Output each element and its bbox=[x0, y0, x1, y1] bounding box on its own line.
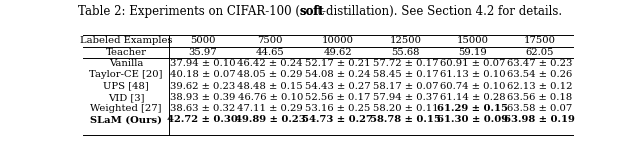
Text: 63.54 ± 0.26: 63.54 ± 0.26 bbox=[508, 70, 572, 79]
Text: 46.42 ± 0.24: 46.42 ± 0.24 bbox=[237, 59, 303, 68]
Text: 63.58 ± 0.07: 63.58 ± 0.07 bbox=[508, 104, 572, 113]
Text: 5000: 5000 bbox=[190, 36, 216, 45]
Text: 39.62 ± 0.23: 39.62 ± 0.23 bbox=[170, 82, 236, 91]
Text: 12500: 12500 bbox=[389, 36, 421, 45]
Text: 35.97: 35.97 bbox=[188, 48, 217, 57]
Text: Teacher: Teacher bbox=[106, 48, 147, 57]
Text: 61.14 ± 0.28: 61.14 ± 0.28 bbox=[440, 93, 506, 102]
Text: 58.45 ± 0.17: 58.45 ± 0.17 bbox=[372, 70, 438, 79]
Text: 48.48 ± 0.15: 48.48 ± 0.15 bbox=[237, 82, 303, 91]
Text: 49.89 ± 0.23: 49.89 ± 0.23 bbox=[235, 116, 305, 124]
Text: 61.29 ± 0.15: 61.29 ± 0.15 bbox=[438, 104, 509, 113]
Text: 7500: 7500 bbox=[257, 36, 283, 45]
Text: 49.62: 49.62 bbox=[323, 48, 352, 57]
Text: Labeled Examples: Labeled Examples bbox=[80, 36, 172, 45]
Text: UPS [48]: UPS [48] bbox=[103, 82, 149, 91]
Text: 52.17 ± 0.21: 52.17 ± 0.21 bbox=[305, 59, 371, 68]
Text: 40.18 ± 0.07: 40.18 ± 0.07 bbox=[170, 70, 236, 79]
Text: 42.72 ± 0.30: 42.72 ± 0.30 bbox=[167, 116, 238, 124]
Text: 60.74 ± 0.10: 60.74 ± 0.10 bbox=[440, 82, 506, 91]
Text: 15000: 15000 bbox=[457, 36, 489, 45]
Text: SLaM (Ours): SLaM (Ours) bbox=[90, 116, 162, 124]
Text: 38.63 ± 0.32: 38.63 ± 0.32 bbox=[170, 104, 236, 113]
Text: 44.65: 44.65 bbox=[256, 48, 285, 57]
Text: 54.73 ± 0.27: 54.73 ± 0.27 bbox=[302, 116, 373, 124]
Text: 59.19: 59.19 bbox=[459, 48, 487, 57]
Text: 58.20 ± 0.11: 58.20 ± 0.11 bbox=[372, 104, 438, 113]
Text: 52.56 ± 0.17: 52.56 ± 0.17 bbox=[305, 93, 371, 102]
Text: 62.05: 62.05 bbox=[525, 48, 554, 57]
Text: 38.93 ± 0.39: 38.93 ± 0.39 bbox=[170, 93, 236, 102]
Text: Weighted [27]: Weighted [27] bbox=[90, 104, 162, 113]
Text: 48.05 ± 0.29: 48.05 ± 0.29 bbox=[237, 70, 303, 79]
Text: 62.13 ± 0.12: 62.13 ± 0.12 bbox=[507, 82, 573, 91]
Text: 61.30 ± 0.09: 61.30 ± 0.09 bbox=[437, 116, 509, 124]
Text: 57.94 ± 0.37: 57.94 ± 0.37 bbox=[372, 93, 438, 102]
Text: 10000: 10000 bbox=[322, 36, 354, 45]
Text: 57.72 ± 0.17: 57.72 ± 0.17 bbox=[372, 59, 438, 68]
Text: 55.68: 55.68 bbox=[391, 48, 420, 57]
Text: 46.76 ± 0.10: 46.76 ± 0.10 bbox=[237, 93, 303, 102]
Text: 47.11 ± 0.29: 47.11 ± 0.29 bbox=[237, 104, 303, 113]
Text: Vanilla: Vanilla bbox=[109, 59, 143, 68]
Text: 61.13 ± 0.10: 61.13 ± 0.10 bbox=[440, 70, 506, 79]
Text: soft: soft bbox=[300, 5, 325, 18]
Text: Table 2: Experiments on CIFAR-100 (soft-distillation). See Section 4.2 for detai: Table 2: Experiments on CIFAR-100 (soft-… bbox=[78, 5, 562, 18]
Text: 54.08 ± 0.24: 54.08 ± 0.24 bbox=[305, 70, 371, 79]
Text: 58.78 ± 0.15: 58.78 ± 0.15 bbox=[370, 116, 441, 124]
Text: VID [3]: VID [3] bbox=[108, 93, 144, 102]
Text: 54.43 ± 0.27: 54.43 ± 0.27 bbox=[305, 82, 371, 91]
Text: Taylor-CE [20]: Taylor-CE [20] bbox=[89, 70, 163, 79]
Text: 63.56 ± 0.18: 63.56 ± 0.18 bbox=[508, 93, 572, 102]
Text: 37.94 ± 0.10: 37.94 ± 0.10 bbox=[170, 59, 236, 68]
Text: 63.98 ± 0.19: 63.98 ± 0.19 bbox=[504, 116, 575, 124]
Text: 60.91 ± 0.07: 60.91 ± 0.07 bbox=[440, 59, 506, 68]
Text: 63.47 ± 0.23: 63.47 ± 0.23 bbox=[507, 59, 573, 68]
Text: 58.17 ± 0.07: 58.17 ± 0.07 bbox=[372, 82, 438, 91]
Text: 17500: 17500 bbox=[524, 36, 556, 45]
Text: 53.16 ± 0.25: 53.16 ± 0.25 bbox=[305, 104, 371, 113]
